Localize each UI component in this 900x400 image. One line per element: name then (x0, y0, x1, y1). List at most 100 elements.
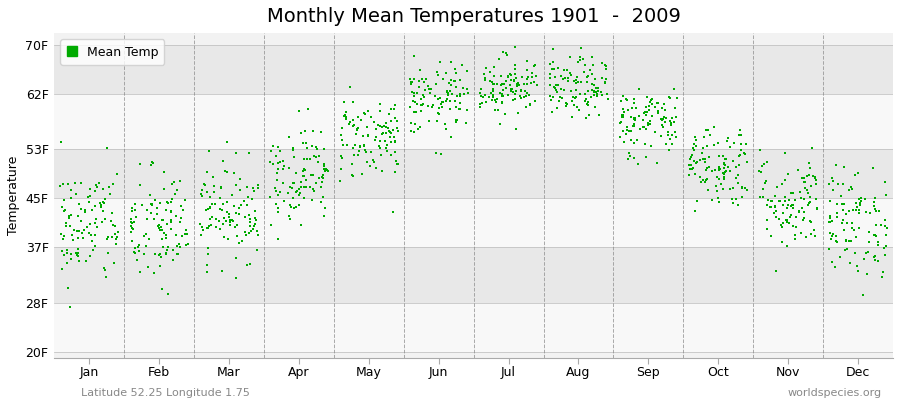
Point (71, 252, 86, 259)
Point (788, 214, 803, 220)
Point (304, 172, 319, 178)
Point (525, 74, 539, 80)
Point (77, 206, 92, 213)
Point (739, 141, 753, 147)
Point (167, 179, 182, 185)
Point (868, 253, 882, 260)
Point (104, 218, 118, 224)
Point (849, 200, 863, 206)
Point (488, 97, 502, 104)
Point (663, 136, 678, 142)
Point (776, 202, 790, 208)
Point (667, 119, 681, 125)
Point (847, 227, 861, 233)
Point (752, 193, 767, 200)
Point (160, 244, 175, 250)
Point (874, 222, 888, 228)
Point (729, 164, 743, 170)
Point (194, 232, 208, 238)
Point (132, 160, 147, 167)
Point (287, 180, 302, 186)
Point (319, 166, 333, 173)
Point (735, 184, 750, 190)
Point (335, 125, 349, 132)
Point (249, 227, 264, 234)
Point (431, 110, 446, 116)
Point (524, 79, 538, 86)
Point (734, 152, 748, 158)
Point (508, 71, 522, 78)
Point (859, 209, 873, 215)
Point (588, 76, 602, 82)
Point (71, 246, 86, 252)
Point (543, 75, 557, 81)
Point (636, 116, 651, 123)
Point (760, 197, 775, 203)
Point (381, 125, 395, 131)
Point (618, 131, 633, 137)
Point (557, 74, 572, 81)
Point (796, 216, 810, 223)
Point (803, 194, 817, 200)
Point (63, 304, 77, 310)
Point (696, 156, 710, 162)
Point (823, 230, 837, 236)
Point (767, 210, 781, 216)
Point (840, 220, 854, 226)
Point (798, 179, 813, 186)
Point (637, 141, 652, 148)
Point (699, 177, 714, 183)
Point (200, 262, 214, 268)
Point (851, 207, 866, 214)
Point (285, 147, 300, 153)
Point (494, 80, 508, 87)
Point (205, 201, 220, 207)
Point (878, 217, 892, 223)
Point (492, 56, 507, 62)
Point (338, 113, 353, 120)
Point (369, 126, 383, 132)
Point (54, 231, 68, 237)
Point (707, 124, 722, 130)
Point (590, 88, 605, 94)
Point (866, 165, 880, 172)
Point (177, 197, 192, 203)
Point (836, 207, 850, 214)
Point (707, 167, 722, 173)
Point (826, 178, 841, 184)
Point (828, 264, 842, 270)
Point (571, 59, 585, 65)
Point (277, 198, 292, 204)
Point (521, 92, 535, 98)
Point (822, 246, 836, 252)
Point (556, 76, 571, 82)
Point (383, 152, 398, 158)
Point (863, 210, 878, 216)
Point (580, 78, 594, 85)
Point (108, 236, 122, 242)
Point (139, 231, 153, 237)
Point (214, 184, 229, 191)
Point (216, 221, 230, 227)
Point (454, 77, 468, 83)
Point (554, 72, 568, 79)
Point (546, 94, 561, 100)
Point (525, 70, 539, 76)
Point (445, 91, 459, 98)
Point (877, 244, 891, 251)
Point (94, 202, 109, 209)
Point (852, 210, 867, 216)
Point (55, 204, 69, 210)
Point (57, 208, 71, 214)
Point (569, 76, 583, 83)
Point (310, 159, 325, 165)
Point (483, 90, 498, 96)
Point (476, 71, 491, 78)
Point (543, 82, 557, 88)
Point (473, 100, 488, 107)
Point (267, 185, 282, 191)
Point (230, 233, 245, 239)
Point (404, 128, 419, 134)
Point (876, 269, 890, 275)
Point (151, 225, 166, 232)
